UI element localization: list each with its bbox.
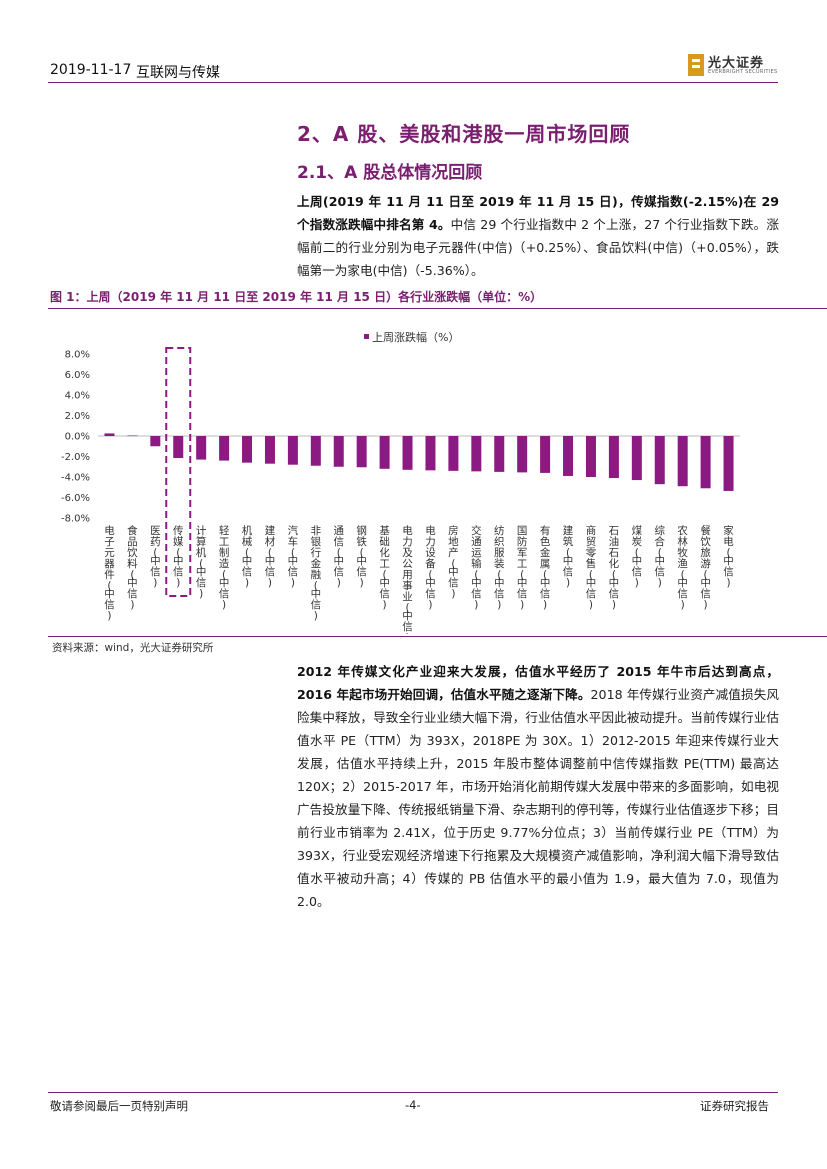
paragraph-2-text: 2018 年传媒行业资产减值损失风险集中释放，导致全行业业绩大幅下滑，行业估值水… (297, 687, 779, 909)
x-tick-label: 建筑(中信) (563, 524, 574, 589)
bar (677, 436, 688, 487)
footer-report-type: 证券研究报告 (700, 1099, 769, 1113)
page-number: -4- (405, 1098, 421, 1112)
bars (104, 433, 734, 491)
y-tick-label: 6.0% (65, 370, 90, 381)
bar (379, 436, 390, 469)
y-tick-label: -2.0% (61, 452, 90, 463)
logo-text: 光大证券 (708, 56, 765, 71)
y-tick-label: 8.0% (65, 350, 90, 361)
y-tick-label: 2.0% (65, 411, 90, 422)
bar (654, 436, 665, 485)
x-tick-label: 交通运输(中信) (471, 524, 482, 611)
section-title: 2、A 股、美股和港股一周市场回顾 (297, 122, 631, 146)
industry-name: 互联网与传媒 (136, 65, 220, 81)
paragraph-2: 2012 年传媒文化产业迎来大发展，估值水平经历了 2015 年牛市后达到高点，… (297, 660, 779, 913)
x-tick-label: 电力及公用事业(中信) (402, 524, 413, 634)
bar (517, 436, 528, 473)
bar (310, 436, 321, 466)
x-tick-label: 综合(中信) (655, 524, 666, 589)
footer-disclaimer: 敬请参阅最后一页特别声明 (50, 1099, 188, 1113)
x-tick-label: 电子元器件(中信) (104, 524, 115, 622)
bar (471, 436, 482, 472)
subsection-title: 2.1、A 股总体情况回顾 (297, 163, 483, 183)
bar (356, 436, 367, 468)
footer-divider (48, 1092, 778, 1093)
bar (104, 433, 115, 436)
x-tick-label: 国防军工(中信) (517, 525, 528, 611)
x-tick-label: 轻工制造(中信) (219, 524, 230, 611)
x-tick-label: 传媒(中信) (173, 525, 184, 589)
x-tick-label: 煤炭(中信) (632, 524, 643, 589)
bar (150, 436, 161, 447)
x-tick-label: 通信(中信) (334, 525, 345, 589)
x-tick-label: 电力设备(中信) (425, 524, 436, 611)
x-tick-label: 非银行金融(中信) (311, 525, 322, 622)
x-tick-label: 房地产(中信) (448, 524, 459, 600)
paragraph-1: 上周(2019 年 11 月 11 日至 2019 年 11 月 15 日)，传… (297, 190, 779, 282)
header-divider (48, 82, 778, 83)
bar (585, 436, 596, 477)
figure-top-divider (48, 308, 827, 309)
x-tick-label: 建材(中信) (265, 524, 276, 589)
x-tick-label: 纺织服装(中信) (494, 524, 505, 611)
report-date: 2019-11-17 (50, 62, 132, 78)
bar (402, 436, 413, 470)
y-tick-label: -6.0% (61, 493, 90, 504)
x-tick-label: 食品饮料(中信) (127, 524, 138, 611)
y-tick-label: -8.0% (61, 514, 90, 525)
paragraph-2-bold: 2012 年传媒文化产业迎来大发展，估值水平经历了 2015 年牛市后达到高点，… (297, 664, 779, 702)
x-tick-label: 汽车(中信) (288, 524, 299, 589)
industry-return-chart: 上周涨跌幅（%） 8.0% 6.0% 4.0% 2.0% 0.0% -2.0% -4.0% -… (61, 330, 740, 634)
chart-legend: 上周涨跌幅（%） (364, 330, 459, 344)
figure-bottom-divider (48, 636, 827, 637)
x-tick-label: 有色金属(中信) (540, 524, 551, 611)
bar (723, 436, 734, 491)
x-tick-label: 商贸零售(中信) (586, 524, 597, 611)
bar (494, 436, 505, 472)
figure-title: 图 1：上周（2019 年 11 月 11 日至 2019 年 11 月 15 … (50, 290, 543, 304)
company-logo: 光大证券 EVERBRIGHT SECURITIES (688, 52, 780, 80)
highlight-box (165, 347, 192, 597)
paragraph-1-text: 中信 29 个行业指数中 2 个上涨，27 个行业指数下跌。涨幅前二的行业分别为… (297, 217, 779, 278)
bar (608, 436, 619, 479)
bar (700, 436, 711, 489)
bar (127, 435, 138, 437)
x-tick-label: 基础化工(中信) (379, 524, 390, 611)
y-tick-label: 4.0% (65, 391, 90, 402)
bar (219, 436, 230, 461)
paragraph-1-bold: 上周(2019 年 11 月 11 日至 2019 年 11 月 15 日)，传… (297, 194, 779, 232)
legend-label: 上周涨跌幅（%） (372, 330, 459, 344)
y-tick-label: 0.0% (65, 432, 90, 443)
x-tick-label: 计算机(中信) (196, 524, 207, 600)
bar (448, 436, 459, 471)
bar (425, 436, 436, 471)
x-tick-label: 石油石化(中信) (609, 525, 620, 611)
bar (631, 436, 642, 481)
legend-swatch (364, 334, 369, 339)
y-tick-label: -4.0% (61, 473, 90, 484)
logo-subtext: EVERBRIGHT SECURITIES (708, 69, 778, 75)
bar (287, 436, 298, 465)
x-tick-label: 机械(中信) (242, 524, 253, 589)
bar (333, 436, 344, 467)
x-tick-label: 家电(中信) (723, 524, 734, 589)
bar (540, 436, 551, 473)
x-axis-labels: 电子元器件(中信) 食品饮料(中信) 医药(中信) 传媒(中信) 计算机(中信) 轻工制造… (104, 524, 734, 634)
bar (242, 436, 253, 463)
bar (196, 436, 207, 460)
bar (563, 436, 574, 476)
figure-source: 资料来源：wind，光大证券研究所 (52, 642, 214, 654)
x-tick-label: 餐饮旅游(中信) (700, 524, 711, 611)
logo-mark-icon (688, 54, 704, 76)
x-tick-label: 农林牧渔(中信) (677, 524, 688, 611)
bar (173, 436, 184, 459)
bar (264, 436, 275, 464)
x-tick-label: 钢铁(中信) (356, 524, 367, 589)
x-tick-label: 医药(中信) (150, 525, 161, 589)
